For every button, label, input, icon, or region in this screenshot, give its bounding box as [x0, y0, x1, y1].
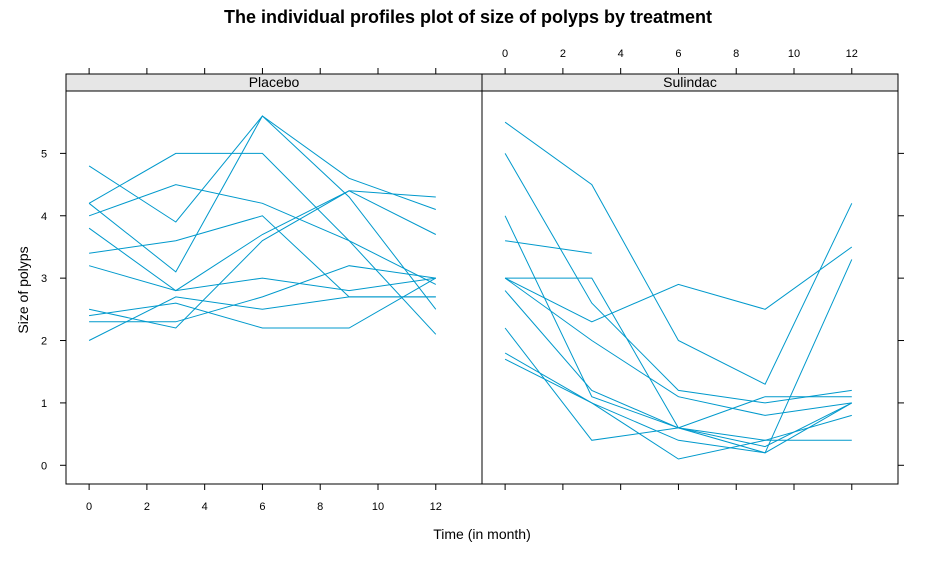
profile-line-2: [504, 153, 852, 404]
x-tick-label: 4: [202, 501, 208, 513]
y-tick-label: 2: [41, 336, 47, 348]
profile-line-4: [88, 115, 436, 273]
strip-label: Sulindac: [663, 74, 717, 90]
profile-line-5: [88, 190, 437, 292]
strip-label: Placebo: [249, 74, 300, 90]
profile-line-9: [504, 352, 852, 460]
profile-line-3: [504, 215, 853, 454]
panel-sulindac: Sulindac 0 2 4 6 8 10 12: [481, 48, 904, 490]
profile-line-1: [504, 121, 853, 385]
x-tick-label-top: 4: [618, 48, 624, 60]
x-tick-label-top: 2: [560, 48, 566, 60]
y-tick-label: 1: [41, 398, 47, 410]
profile-line-8: [504, 327, 853, 448]
x-tick-label: 12: [430, 501, 442, 513]
profile-line-7: [88, 265, 436, 292]
profile-line-3: [88, 184, 437, 335]
x-tick-label-top: 10: [788, 48, 800, 60]
x-tick-label: 6: [259, 501, 265, 513]
x-tick-label-top: 0: [502, 48, 508, 60]
x-tick-label: 0: [86, 501, 92, 513]
y-tick-label: 3: [41, 273, 47, 285]
profile-line-7: [504, 290, 852, 441]
y-tick-label: 5: [41, 148, 47, 160]
x-tick-label-top: 12: [846, 48, 858, 60]
panel-border: [481, 90, 899, 485]
x-tick-label: 8: [317, 501, 323, 513]
x-tick-label-top: 6: [675, 48, 681, 60]
profile-line-6: [89, 215, 436, 298]
profile-line-6: [505, 277, 852, 429]
x-tick-label: 2: [144, 501, 150, 513]
y-axis-label: Size of polyps: [15, 246, 31, 333]
profile-line-10: [89, 265, 436, 323]
y-tick-label: 0: [41, 460, 47, 472]
x-tick-label: 10: [372, 501, 384, 513]
profile-line-8: [88, 190, 436, 329]
profile-line-9: [89, 277, 437, 329]
profile-line-10: [504, 358, 853, 454]
profile-line-5: [504, 246, 853, 323]
profile-line-4: [505, 240, 592, 254]
profile-line-2: [88, 152, 437, 285]
profile-line-11: [88, 296, 436, 341]
profile-line-11: [504, 277, 852, 416]
y-tick-label: 4: [41, 211, 47, 223]
x-tick-label-top: 8: [733, 48, 739, 60]
chart-title: The individual profiles plot of size of …: [224, 7, 712, 27]
x-axis-label: Time (in month): [433, 526, 531, 542]
